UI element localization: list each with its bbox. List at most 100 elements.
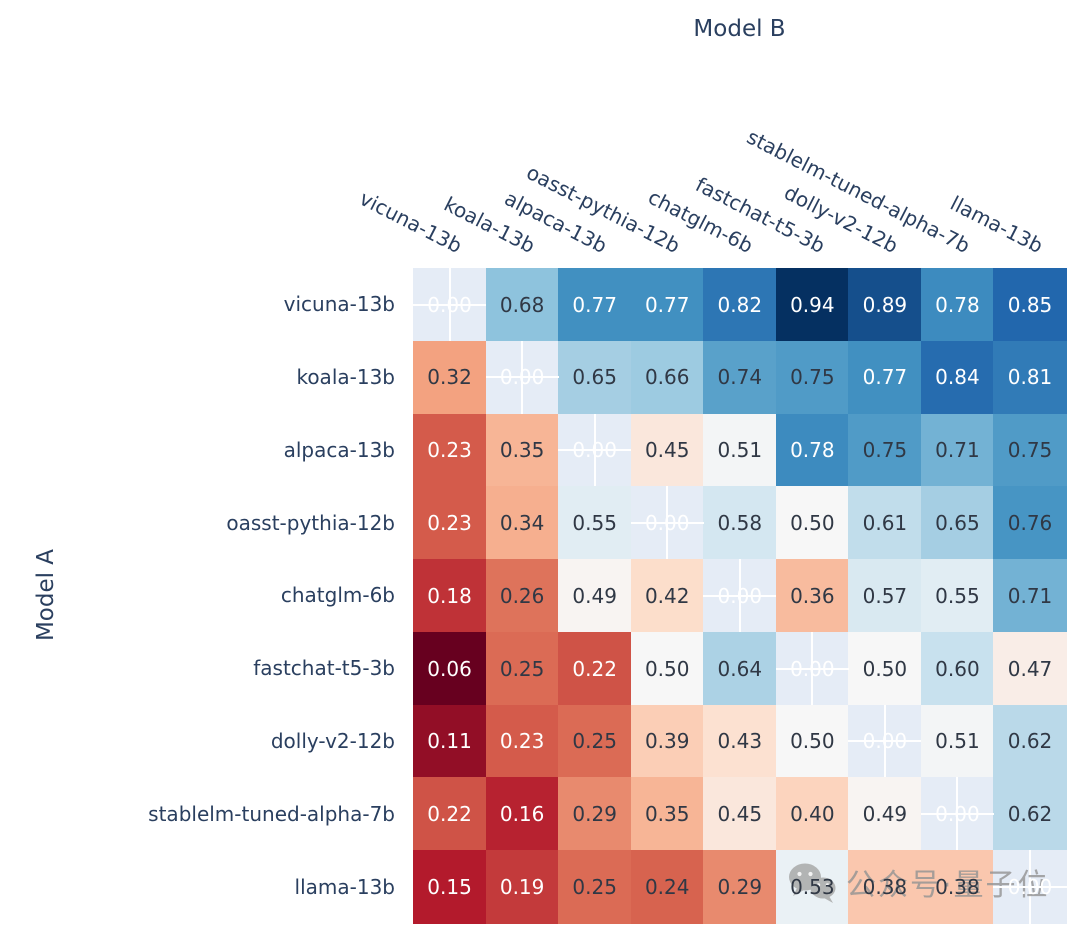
heatmap-cell: 0.65 [920,486,995,560]
cell-value: 0.42 [644,583,690,608]
cell-value: 0.51 [717,438,763,463]
x-axis-title: Model B [693,16,786,42]
row-label-alpaca-13b: alpaca-13b [283,437,395,462]
heatmap-cell-diagonal: 0.00 [993,850,1067,924]
heatmap-cell: 0.11 [413,704,487,779]
cell-value: 0.25 [572,729,617,754]
row-label-llama-13b: llama-13b [294,874,395,899]
cell-value: 0.65 [572,365,617,390]
heatmap-cell-diagonal: 0.00 [485,340,559,415]
heatmap-cell: 0.53 [775,850,849,924]
cell-value: 0.62 [1007,729,1053,754]
cell-value: 0.65 [935,511,980,536]
heatmap-cell: 0.51 [920,704,995,779]
heatmap-cell-diagonal: 0.00 [848,704,922,779]
heatmap-cell-diagonal: 0.00 [413,268,487,342]
cell-value: 0.29 [572,802,617,827]
row-label-koala-13b: koala-13b [296,365,395,390]
heatmap-cell: 0.45 [630,413,704,487]
diagonal-gridline-horizontal [703,594,777,597]
heatmap-cell: 0.26 [485,559,559,633]
cell-value: 0.51 [935,729,980,754]
cell-value: 0.18 [427,583,472,608]
heatmap-cell: 0.82 [703,268,777,342]
heatmap-cell: 0.35 [630,777,704,851]
heatmap-cell-diagonal: 0.00 [703,559,777,633]
heatmap-cell: 0.62 [993,704,1067,779]
heatmap-cell: 0.49 [558,559,632,633]
row-label-chatglm-6b: chatglm-6b [280,583,395,608]
heatmap-cell: 0.23 [413,486,487,560]
heatmap-cell: 0.25 [558,704,632,779]
cell-value: 0.78 [790,438,835,463]
heatmap-cell: 0.22 [413,777,487,851]
heatmap-cell: 0.43 [703,704,777,779]
heatmap-cell: 0.71 [920,413,995,487]
cell-value: 0.11 [427,729,472,754]
heatmap-cell-diagonal: 0.00 [920,777,995,851]
heatmap-cell: 0.77 [630,268,704,342]
diagonal-gridline-horizontal [413,303,487,306]
cell-value: 0.77 [572,292,617,317]
diagonal-gridline-horizontal [993,885,1067,888]
heatmap-cell: 0.45 [703,777,777,851]
cell-value: 0.71 [1007,583,1053,608]
row-label-dolly-v2-12b: dolly-v2-12b [270,729,395,754]
cell-value: 0.68 [499,292,545,317]
heatmap-cell-diagonal: 0.00 [630,486,704,560]
heatmap-cell: 0.35 [485,413,559,487]
heatmap-cell: 0.85 [993,268,1067,342]
cell-value: 0.25 [499,656,545,681]
cell-value: 0.81 [1007,365,1053,390]
cell-value: 0.61 [862,511,908,536]
row-label-fastchat-t5-3b: fastchat-t5-3b [253,656,395,681]
heatmap-cell: 0.62 [993,777,1067,851]
cell-value: 0.77 [862,365,908,390]
heatmap-cell: 0.55 [558,486,632,560]
heatmap-cell: 0.81 [993,340,1067,415]
cell-value: 0.50 [644,656,690,681]
cell-value: 0.32 [427,365,472,390]
cell-value: 0.74 [717,365,763,390]
cell-value: 0.49 [862,802,908,827]
cell-value: 0.45 [717,802,763,827]
heatmap-cell: 0.49 [848,777,922,851]
cell-value: 0.22 [572,656,617,681]
cell-value: 0.39 [644,729,690,754]
heatmap-cell: 0.38 [848,850,922,924]
heatmap-cell: 0.66 [630,340,704,415]
heatmap-cell: 0.71 [993,559,1067,633]
cell-value: 0.71 [935,438,980,463]
cell-value: 0.25 [572,874,617,899]
row-label-vicuna-13b: vicuna-13b [283,292,395,317]
heatmap-cell: 0.18 [413,559,487,633]
heatmap-cell: 0.16 [485,777,559,851]
cell-value: 0.77 [644,292,690,317]
heatmap-cell: 0.74 [703,340,777,415]
cell-value: 0.43 [717,729,763,754]
cell-value: 0.29 [717,874,763,899]
cell-value: 0.64 [717,656,763,681]
heatmap-cell: 0.36 [775,559,849,633]
heatmap-cell: 0.89 [848,268,922,342]
cell-value: 0.75 [862,438,908,463]
heatmap-cell: 0.58 [703,486,777,560]
cell-value: 0.89 [862,292,908,317]
heatmap-cell: 0.84 [920,340,995,415]
heatmap-grid: 0.00 0.68 0.77 0.77 0.82 0.94 0.89 0.78 0.85 0.32… [413,268,1067,924]
heatmap-cell: 0.19 [485,850,559,924]
heatmap-cell: 0.50 [775,486,849,560]
cell-value: 0.49 [572,583,617,608]
cell-value: 0.24 [644,874,690,899]
heatmap-cell: 0.75 [993,413,1067,487]
heatmap-cell: 0.29 [703,850,777,924]
heatmap-cell: 0.39 [630,704,704,779]
heatmap-cell: 0.23 [485,704,559,779]
heatmap-cell: 0.75 [848,413,922,487]
cell-value: 0.22 [427,802,472,827]
cell-value: 0.50 [790,729,835,754]
row-label-stablelm-tuned-alpha-7b: stablelm-tuned-alpha-7b [148,801,395,826]
heatmap-cell: 0.25 [485,631,559,706]
cell-value: 0.76 [1007,511,1053,536]
heatmap-cell: 0.61 [848,486,922,560]
